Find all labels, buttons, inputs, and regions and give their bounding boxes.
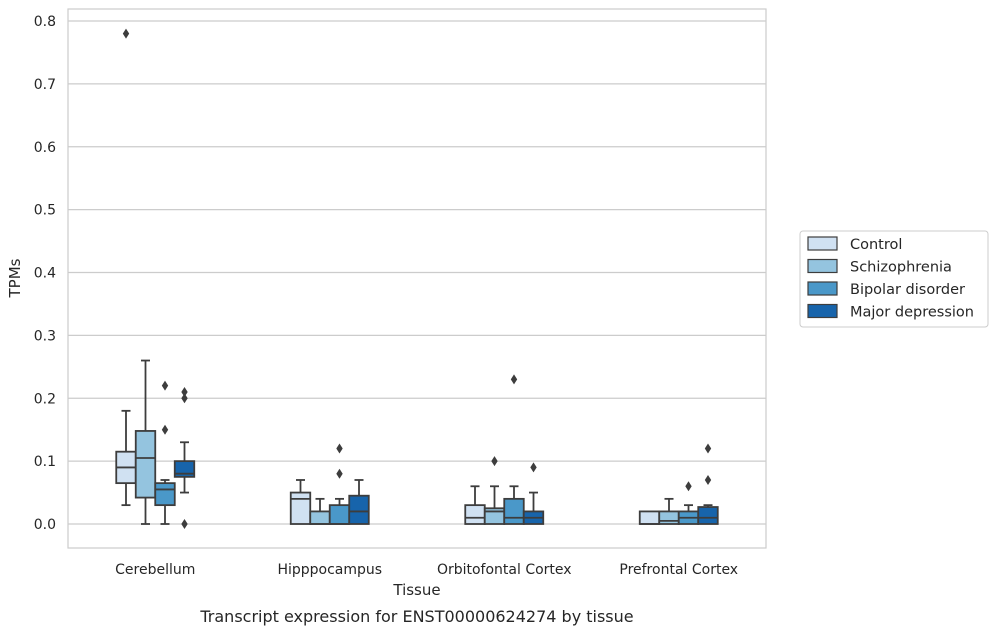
outlier-point [685, 481, 692, 492]
outlier-point [336, 468, 343, 479]
chart-caption: Transcript expression for ENST0000062427… [199, 607, 633, 626]
box-body [348, 494, 370, 525]
y-tick-label: 0.3 [34, 328, 56, 344]
box-bipolar-disorder [677, 481, 700, 525]
box-major-depression [697, 443, 719, 525]
box-body [658, 510, 680, 525]
box-schizophrenia [134, 359, 157, 525]
box-schizophrenia [483, 456, 506, 525]
x-axis-label: Tissue [392, 581, 440, 599]
box-control [638, 510, 661, 525]
x-tick-labels: Cerebellum Hipppocampus Orbitofontal Corte… [115, 562, 738, 578]
outlier-point [336, 443, 343, 454]
x-tick-label: Orbitofontal Cortex [437, 562, 572, 578]
box-schizophrenia [658, 497, 680, 525]
outlier-point [181, 393, 188, 404]
box-control [289, 479, 312, 525]
y-tick-label: 0.5 [34, 203, 56, 219]
y-tick-label: 0.8 [34, 14, 56, 30]
box-body [134, 430, 157, 499]
outlier-point [181, 519, 188, 529]
outlier-point [491, 456, 498, 467]
y-tick-label: 0.7 [34, 77, 56, 93]
grid-lines [68, 20, 766, 525]
box-body [638, 510, 661, 525]
plot-boxes [115, 28, 719, 529]
legend-label: Major depression [850, 305, 974, 321]
outlier-point [704, 474, 712, 485]
box-schizophrenia [309, 497, 331, 525]
box-bipolar-disorder [503, 374, 525, 525]
box-body [503, 497, 525, 525]
box-bipolar-disorder [328, 443, 351, 525]
box-control [115, 28, 137, 507]
legend-label: Bipolar disorder [850, 282, 965, 298]
y-tick-label: 0.2 [34, 391, 56, 407]
legend: Control Schizophrenia Bipolar disorder Majo… [799, 230, 989, 328]
outlier-point [161, 380, 169, 391]
outlier-point [122, 28, 130, 39]
legend-swatch [807, 236, 838, 251]
box-body [697, 506, 719, 525]
y-tick-labels: 0.0 0.1 0.2 0.3 0.4 0.5 0.6 0.7 0.8 [34, 14, 56, 533]
outlier-point [161, 424, 169, 435]
y-axis-label: TPMs [6, 258, 24, 298]
y-tick-label: 0.4 [34, 266, 56, 282]
x-tick-label: Cerebellum [115, 562, 195, 578]
legend-swatch [807, 281, 838, 296]
outlier-point [510, 374, 518, 385]
box-control [464, 485, 486, 525]
outlier-point [181, 386, 188, 397]
box-body [328, 504, 351, 525]
x-tick-label: Prefrontal Cortex [619, 562, 738, 578]
box-body [464, 504, 486, 525]
legend-frame [799, 230, 989, 328]
box-major-depression [173, 386, 196, 529]
box-body [309, 510, 331, 525]
legend-label: Schizophrenia [850, 260, 952, 276]
box-body [289, 491, 312, 525]
legend-swatch [807, 303, 838, 319]
y-tick-label: 0.0 [34, 517, 56, 533]
box-body [154, 482, 176, 507]
x-tick-label: Hipppocampus [277, 562, 382, 578]
outlier-point [530, 462, 537, 473]
legend-swatch [807, 258, 838, 274]
legend-label: Control [850, 237, 902, 253]
y-tick-label: 0.1 [34, 454, 56, 470]
box-major-depression [522, 462, 545, 525]
plot-frame [67, 8, 767, 549]
box-major-depression [348, 479, 370, 525]
box-bipolar-disorder [154, 380, 176, 525]
outlier-point [704, 443, 712, 454]
y-tick-label: 0.6 [34, 140, 56, 156]
